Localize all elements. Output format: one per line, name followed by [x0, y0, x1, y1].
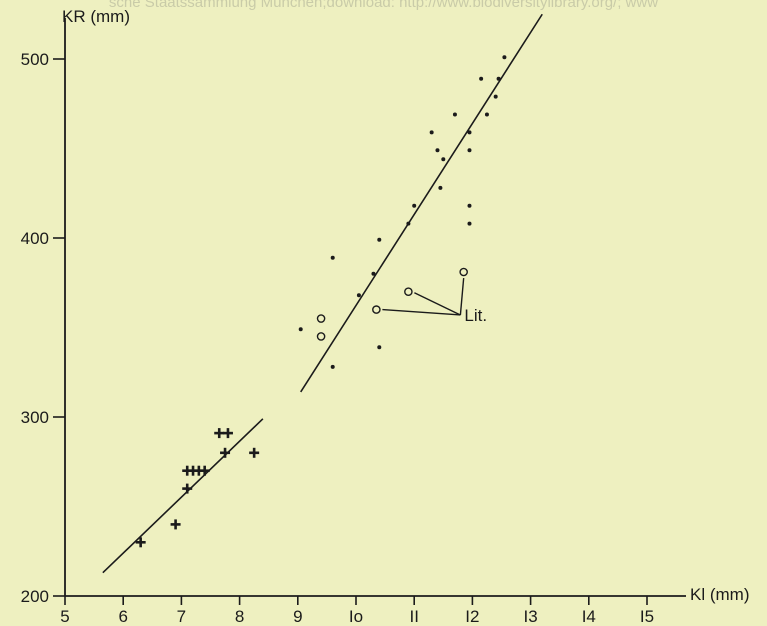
- dot-marker: [330, 364, 335, 369]
- open-circle-marker: [316, 314, 326, 323]
- x-tick-label: 5: [60, 607, 69, 626]
- dot-marker: [371, 271, 376, 276]
- x-tick-label: I3: [524, 607, 538, 626]
- cross-marker: [199, 465, 210, 476]
- dot-marker: [467, 148, 472, 153]
- open-circle-marker: [459, 267, 468, 277]
- watermark-text: sche Staatssammlung München;download: ht…: [108, 0, 659, 11]
- open-circle-marker: [372, 305, 381, 314]
- x-tick-label: Io: [349, 607, 363, 626]
- dot-marker: [330, 255, 335, 260]
- y-tick-label: 400: [21, 229, 49, 248]
- x-tick-label: I2: [465, 607, 479, 626]
- dot-marker: [467, 130, 472, 135]
- dot-marker: [493, 94, 498, 99]
- data-points: [135, 55, 507, 548]
- dot-marker: [484, 112, 489, 117]
- regression-line: [300, 13, 543, 393]
- cross-marker: [214, 428, 225, 439]
- x-axis-label: Kl (mm): [690, 585, 749, 604]
- x-tick-label: 6: [118, 607, 127, 626]
- x-tick-label: 9: [293, 607, 302, 626]
- axes: KR (mm) Kl (mm): [62, 7, 749, 604]
- dot-marker: [467, 221, 472, 226]
- x-tick-label: 7: [177, 607, 186, 626]
- dot-marker: [452, 112, 457, 117]
- dot-marker: [412, 203, 417, 208]
- dot-marker: [502, 55, 507, 60]
- cross-marker: [170, 519, 181, 530]
- dot-marker: [406, 221, 411, 226]
- annotation-leader-line: [382, 308, 461, 316]
- cross-marker: [182, 483, 193, 494]
- dot-marker: [438, 185, 443, 190]
- y-tick-label: 200: [21, 587, 49, 606]
- cross-marker: [249, 447, 260, 458]
- cross-marker: [222, 428, 233, 439]
- x-tick-label: I5: [640, 607, 654, 626]
- x-tick-label: II: [409, 607, 418, 626]
- dot-marker: [496, 76, 501, 81]
- dot-marker: [377, 237, 382, 242]
- dot-marker: [429, 130, 434, 135]
- y-axis-label: KR (mm): [62, 7, 130, 26]
- cross-marker: [220, 447, 231, 458]
- y-tick-label: 500: [21, 50, 49, 69]
- open-circle-marker: [316, 332, 326, 341]
- regression-lines: [102, 13, 543, 574]
- dot-marker: [479, 76, 484, 81]
- dot-marker: [356, 293, 361, 298]
- annotation-group: Lit.: [382, 277, 487, 325]
- open-circle-marker: [404, 287, 413, 297]
- cross-marker: [135, 537, 146, 548]
- dot-marker: [441, 157, 446, 162]
- dot-marker: [377, 345, 382, 350]
- annotation-leader-line: [459, 277, 465, 316]
- x-tick-label: 8: [235, 607, 244, 626]
- ticks: 5 6 7 8 9 Io II I2 I3 I4 I5 200 300 400 500: [21, 50, 654, 626]
- dot-marker: [298, 327, 303, 332]
- dot-marker: [467, 203, 472, 208]
- annotation-label: Lit.: [464, 306, 487, 325]
- y-tick-label: 300: [21, 408, 49, 427]
- regression-line: [102, 418, 264, 574]
- annotation-leader-line: [414, 292, 461, 316]
- dot-marker: [435, 148, 440, 153]
- x-tick-label: I4: [582, 607, 596, 626]
